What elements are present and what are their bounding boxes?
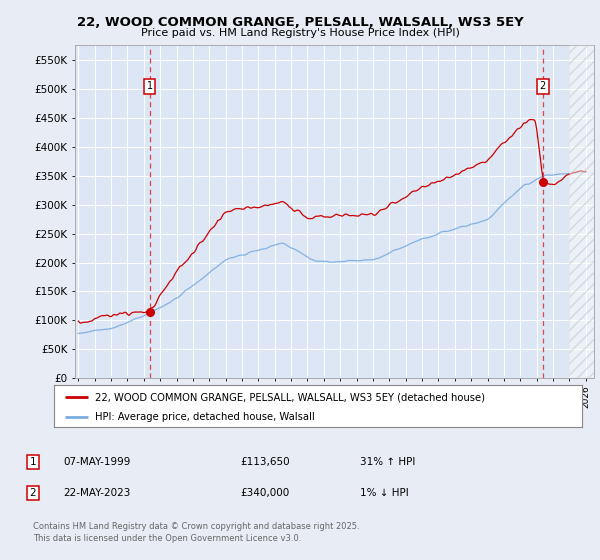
Text: 1: 1	[29, 457, 37, 467]
Text: 1% ↓ HPI: 1% ↓ HPI	[360, 488, 409, 498]
Text: 31% ↑ HPI: 31% ↑ HPI	[360, 457, 415, 467]
Text: £340,000: £340,000	[240, 488, 289, 498]
Text: £113,650: £113,650	[240, 457, 290, 467]
Text: 07-MAY-1999: 07-MAY-1999	[63, 457, 130, 467]
Text: 22-MAY-2023: 22-MAY-2023	[63, 488, 130, 498]
Text: 22, WOOD COMMON GRANGE, PELSALL, WALSALL, WS3 5EY: 22, WOOD COMMON GRANGE, PELSALL, WALSALL…	[77, 16, 523, 29]
Text: Contains HM Land Registry data © Crown copyright and database right 2025.
This d: Contains HM Land Registry data © Crown c…	[33, 522, 359, 543]
Text: 22, WOOD COMMON GRANGE, PELSALL, WALSALL, WS3 5EY (detached house): 22, WOOD COMMON GRANGE, PELSALL, WALSALL…	[95, 392, 485, 402]
Bar	[569, 45, 600, 378]
Text: HPI: Average price, detached house, Walsall: HPI: Average price, detached house, Wals…	[95, 412, 315, 422]
Text: 2: 2	[29, 488, 37, 498]
Text: 2: 2	[539, 81, 546, 91]
Text: Price paid vs. HM Land Registry's House Price Index (HPI): Price paid vs. HM Land Registry's House …	[140, 28, 460, 38]
Text: 1: 1	[146, 81, 153, 91]
